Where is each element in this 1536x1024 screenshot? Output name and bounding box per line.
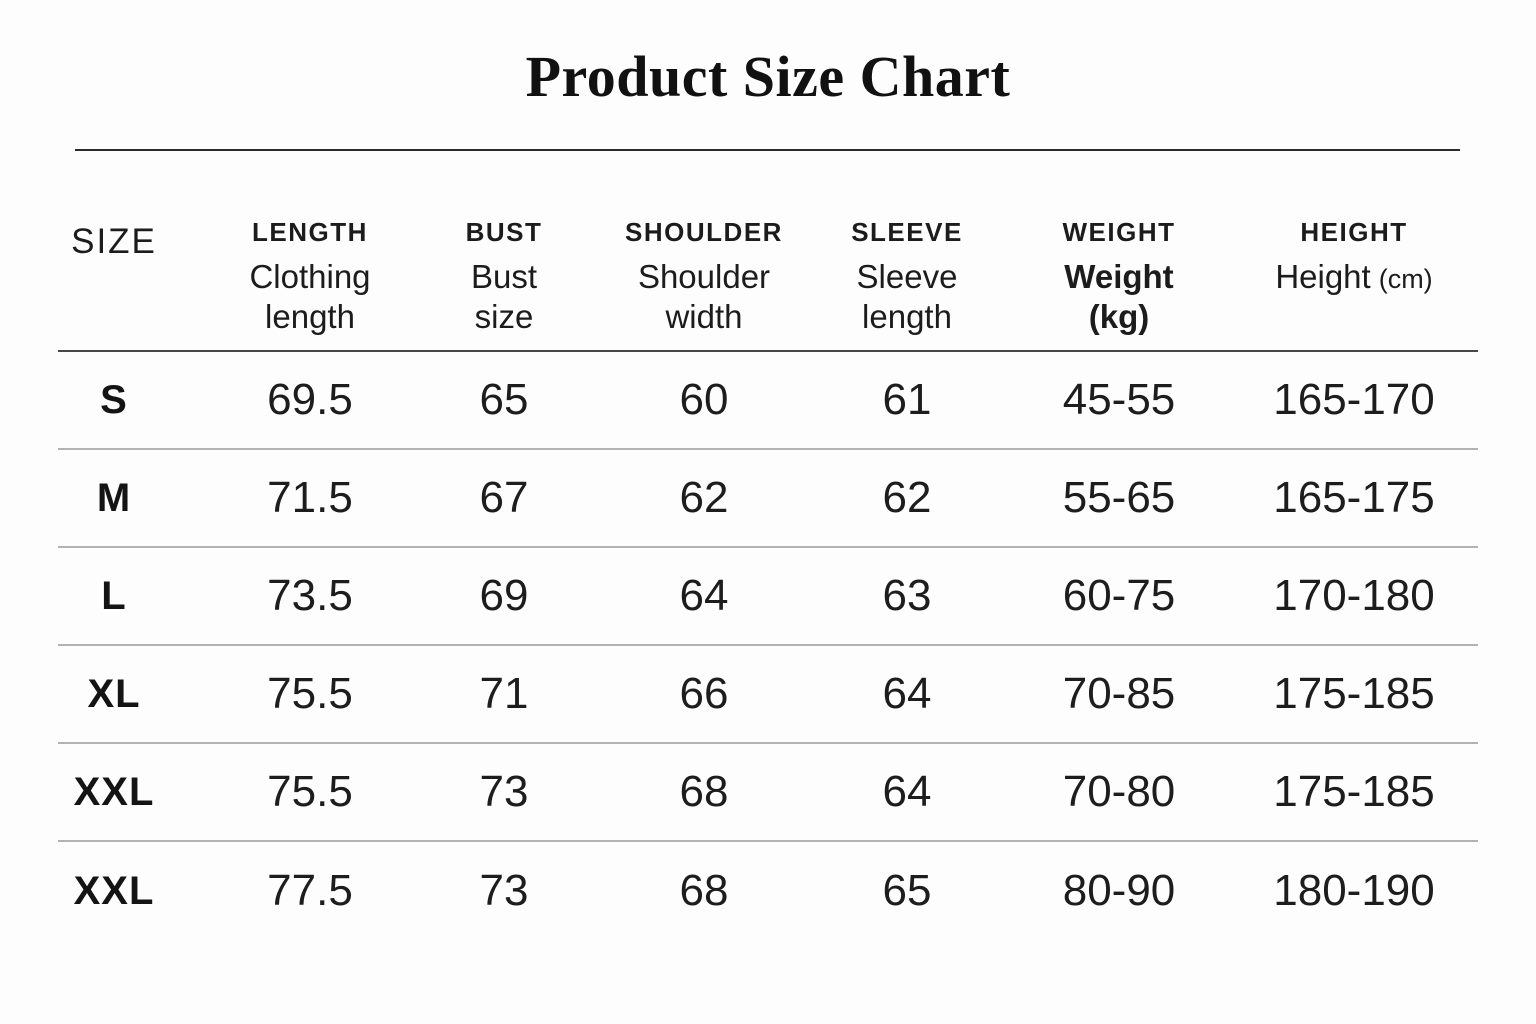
cell-weight: 80-90 bbox=[1062, 866, 1176, 915]
unit-label-height: (cm) bbox=[1378, 264, 1433, 294]
column-label-bust: BUST bbox=[465, 217, 543, 247]
column-sublabel-bust: Bust size bbox=[470, 258, 538, 335]
table-row: XXL 75.5 73 68 64 70-80 175-185 bbox=[58, 744, 1478, 842]
cell-bust: 73 bbox=[479, 767, 529, 816]
page-title: Product Size Chart bbox=[525, 44, 1011, 109]
cell-height: 170-180 bbox=[1273, 571, 1435, 620]
cell-bust: 73 bbox=[479, 866, 529, 915]
table-row: XXL 77.5 73 68 65 80-90 180-190 bbox=[58, 842, 1478, 940]
cell-height: 180-190 bbox=[1273, 866, 1435, 915]
cell-shoulder: 68 bbox=[679, 866, 729, 915]
cell-length: 71.5 bbox=[267, 473, 353, 522]
cell-shoulder: 64 bbox=[679, 571, 729, 620]
cell-shoulder: 60 bbox=[679, 375, 729, 424]
size-label: M bbox=[96, 475, 132, 520]
cell-length: 73.5 bbox=[267, 571, 353, 620]
column-label-sleeve: SLEEVE bbox=[851, 217, 963, 247]
size-label: L bbox=[101, 573, 127, 618]
cell-shoulder: 68 bbox=[679, 767, 729, 816]
table-header-row: SIZE LENGTH Clothing length BUST Bust size SHOU… bbox=[58, 151, 1478, 352]
cell-height: 175-185 bbox=[1273, 767, 1435, 816]
cell-height: 175-185 bbox=[1273, 669, 1435, 718]
cell-sleeve: 63 bbox=[882, 571, 932, 620]
cell-length: 75.5 bbox=[267, 669, 353, 718]
size-label: XL bbox=[87, 671, 141, 716]
column-sublabel-height: Height (cm) bbox=[1275, 258, 1433, 295]
column-header-shoulder: SHOULDER Shoulder width bbox=[602, 151, 806, 350]
column-header-size: SIZE bbox=[58, 151, 214, 350]
cell-weight: 45-55 bbox=[1062, 375, 1176, 424]
cell-sleeve: 65 bbox=[882, 866, 932, 915]
cell-height: 165-175 bbox=[1273, 473, 1435, 522]
title-block: Product Size Chart bbox=[0, 0, 1536, 151]
cell-weight: 70-85 bbox=[1062, 669, 1176, 718]
cell-weight: 70-80 bbox=[1062, 767, 1176, 816]
column-header-bust: BUST Bust size bbox=[406, 151, 602, 350]
column-sublabel-sleeve: Sleeve length bbox=[856, 258, 958, 335]
column-label-shoulder: SHOULDER bbox=[625, 217, 783, 247]
column-label-weight: WEIGHT bbox=[1062, 217, 1176, 247]
cell-sleeve: 61 bbox=[882, 375, 932, 424]
cell-length: 69.5 bbox=[267, 375, 353, 424]
column-header-sleeve: SLEEVE Sleeve length bbox=[806, 151, 1008, 350]
cell-sleeve: 64 bbox=[882, 767, 932, 816]
size-table: SIZE LENGTH Clothing length BUST Bust size SHOU… bbox=[58, 151, 1478, 940]
size-label: S bbox=[100, 377, 128, 422]
column-sublabel-weight: Weight (kg) bbox=[1064, 258, 1174, 335]
table-body: S 69.5 65 60 61 45-55 165-170 M 71.5 67 62 62 55-65 1… bbox=[58, 352, 1478, 940]
column-label-height: HEIGHT bbox=[1300, 217, 1408, 247]
cell-weight: 60-75 bbox=[1062, 571, 1176, 620]
cell-bust: 65 bbox=[479, 375, 529, 424]
cell-weight: 55-65 bbox=[1062, 473, 1176, 522]
size-label: XXL bbox=[73, 769, 155, 814]
size-label: XXL bbox=[73, 868, 155, 913]
cell-bust: 71 bbox=[479, 669, 529, 718]
cell-shoulder: 66 bbox=[679, 669, 729, 718]
column-header-length: LENGTH Clothing length bbox=[214, 151, 406, 350]
column-sublabel-length: Clothing length bbox=[249, 258, 371, 335]
cell-shoulder: 62 bbox=[679, 473, 729, 522]
cell-bust: 69 bbox=[479, 571, 529, 620]
cell-sleeve: 64 bbox=[882, 669, 932, 718]
table-row: S 69.5 65 60 61 45-55 165-170 bbox=[58, 352, 1478, 450]
column-sublabel-shoulder: Shoulder width bbox=[637, 258, 771, 335]
table-row: L 73.5 69 64 63 60-75 170-180 bbox=[58, 548, 1478, 646]
cell-bust: 67 bbox=[479, 473, 529, 522]
cell-height: 165-170 bbox=[1273, 375, 1435, 424]
column-label-length: LENGTH bbox=[252, 217, 368, 247]
table-row: XL 75.5 71 66 64 70-85 175-185 bbox=[58, 646, 1478, 744]
cell-length: 75.5 bbox=[267, 767, 353, 816]
column-header-weight: WEIGHT Weight (kg) bbox=[1008, 151, 1230, 350]
cell-length: 77.5 bbox=[267, 866, 353, 915]
column-header-height: HEIGHT Height (cm) bbox=[1230, 151, 1478, 350]
title-divider bbox=[75, 149, 1460, 151]
column-label-size: SIZE bbox=[71, 222, 157, 261]
cell-sleeve: 62 bbox=[882, 473, 932, 522]
table-row: M 71.5 67 62 62 55-65 165-175 bbox=[58, 450, 1478, 548]
